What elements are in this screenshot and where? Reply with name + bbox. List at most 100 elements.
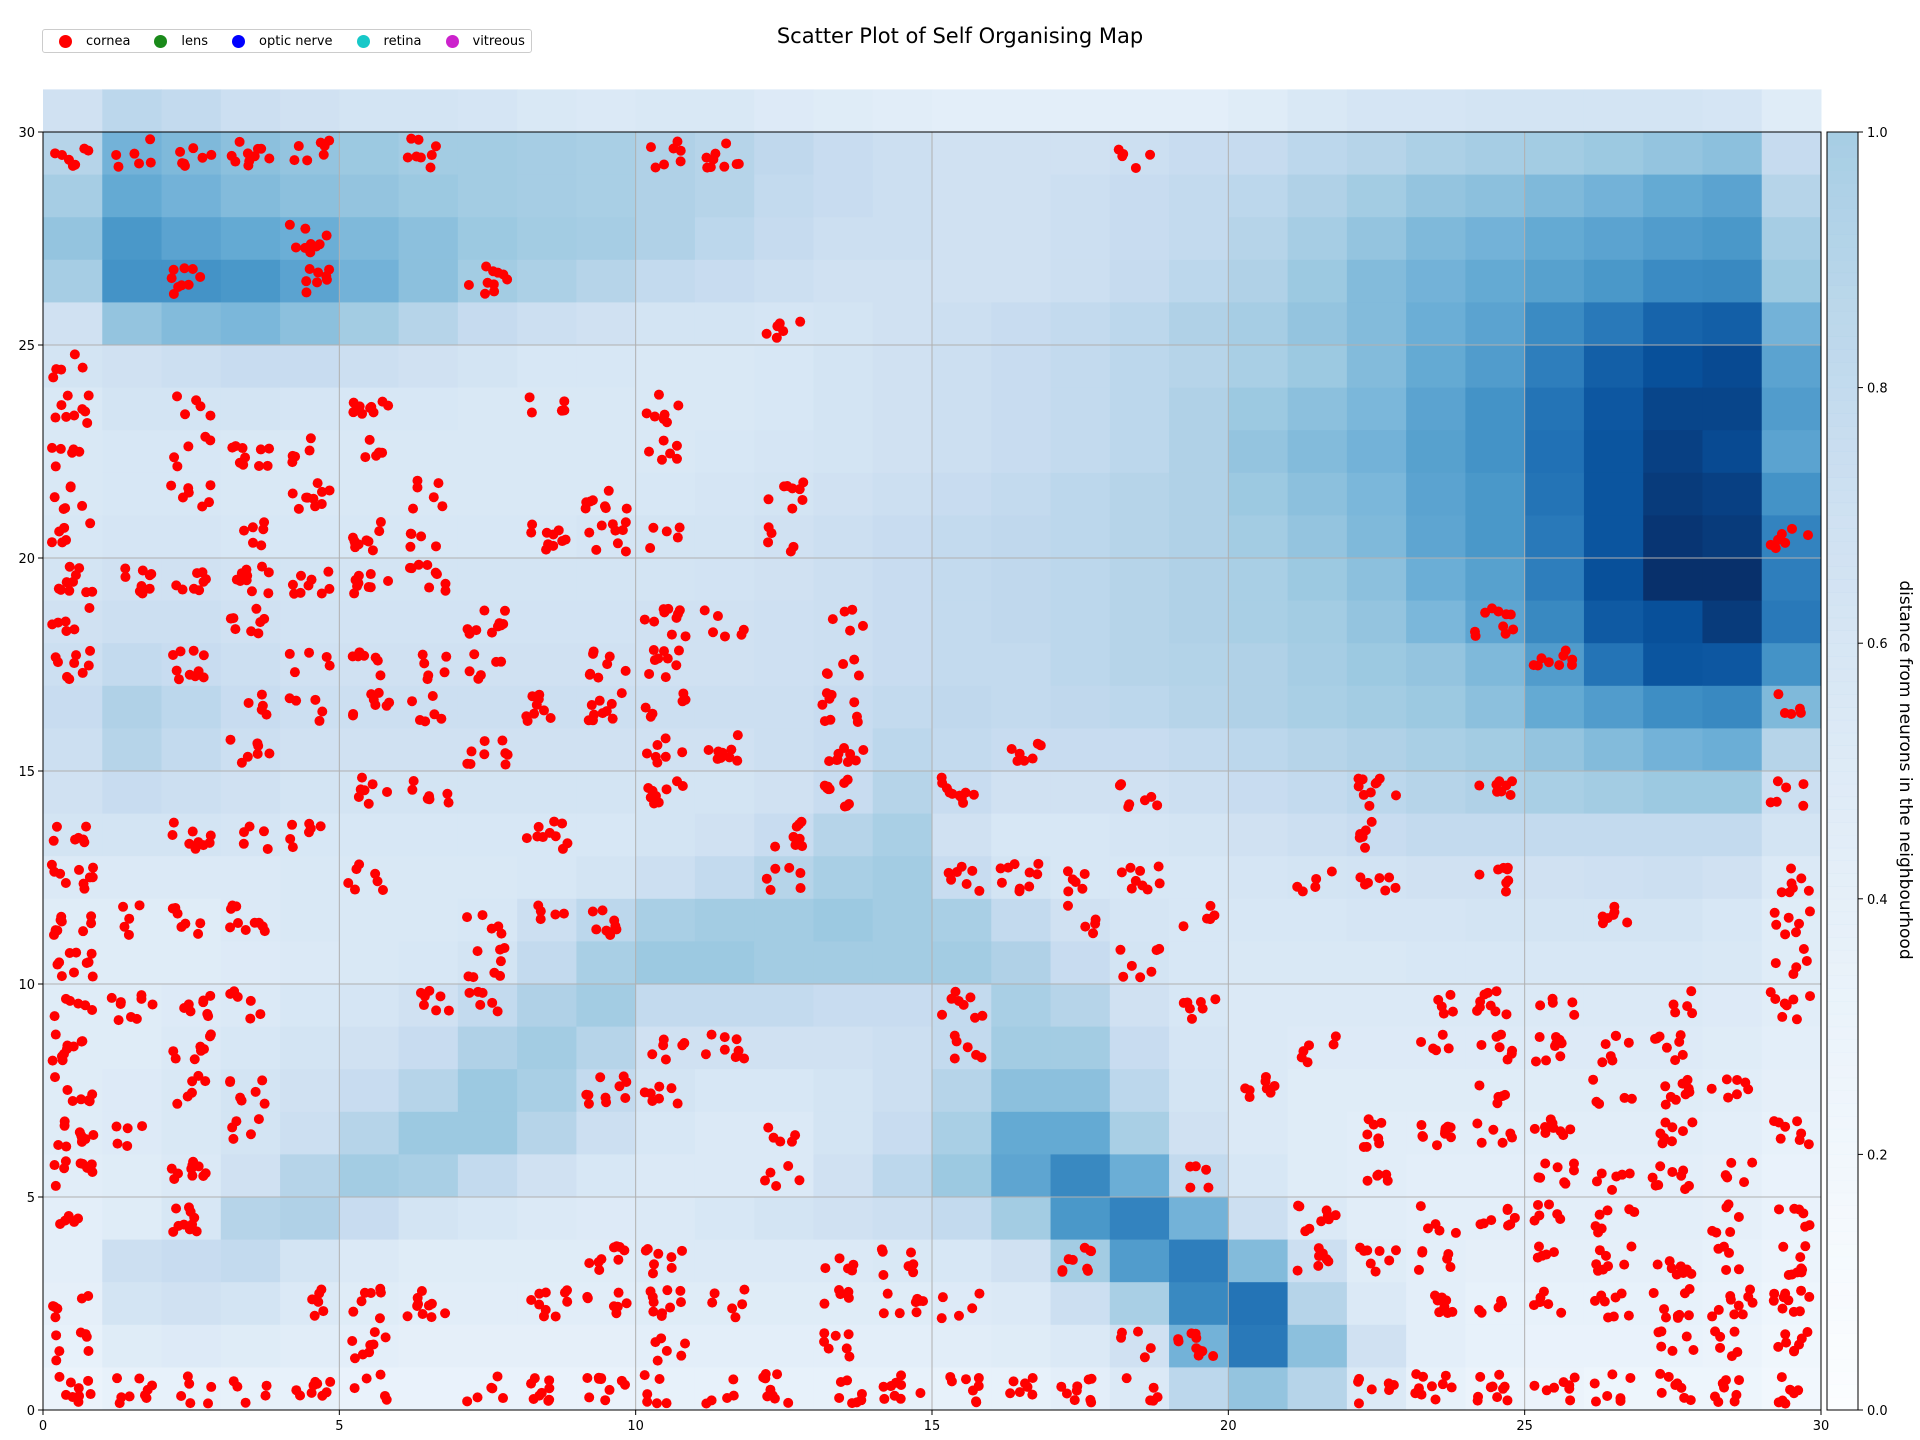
data-point-cornea: [1795, 1252, 1806, 1263]
heatmap-cell: [635, 813, 696, 857]
data-point-cornea: [52, 657, 63, 668]
data-point-cornea: [876, 1244, 887, 1255]
heatmap-cell: [1524, 1239, 1585, 1283]
data-point-cornea: [314, 239, 325, 250]
heatmap-cell: [280, 1111, 340, 1155]
heatmap-cell: [43, 174, 103, 218]
heatmap-cell: [517, 600, 577, 644]
heatmap-cell: [398, 600, 459, 644]
data-point-cornea: [675, 1285, 686, 1296]
data-point-cornea: [1795, 707, 1806, 718]
data-point-cornea: [1804, 1291, 1815, 1302]
data-point-cornea: [372, 876, 383, 887]
data-point-cornea: [839, 606, 850, 617]
heatmap-cell: [1702, 387, 1763, 431]
data-point-cornea: [1667, 1166, 1678, 1177]
data-point-cornea: [1732, 1074, 1743, 1085]
data-point-cornea: [304, 263, 315, 274]
heatmap-cell: [102, 1111, 163, 1155]
data-point-cornea: [584, 1258, 595, 1269]
heatmap-cell: [220, 1282, 281, 1326]
data-point-cornea: [1596, 1168, 1607, 1179]
data-point-cornea: [1303, 1040, 1314, 1051]
heatmap-cell: [1169, 685, 1229, 729]
data-point-cornea: [719, 1032, 730, 1043]
data-point-cornea: [304, 647, 315, 658]
data-point-cornea: [257, 1075, 268, 1086]
data-point-cornea: [1118, 148, 1129, 159]
data-point-cornea: [562, 1296, 573, 1307]
data-point-cornea: [1423, 1223, 1434, 1234]
heatmap-cell: [932, 472, 992, 516]
data-point-cornea: [1668, 999, 1679, 1010]
heatmap-cell: [1109, 685, 1170, 729]
heatmap-cell: [1287, 728, 1348, 772]
heatmap-cell: [398, 259, 459, 303]
data-point-cornea: [550, 831, 561, 842]
data-point-cornea: [1619, 1092, 1630, 1103]
data-point-cornea: [1686, 1268, 1697, 1279]
data-point-cornea: [1796, 1263, 1807, 1274]
heatmap-cell: [102, 217, 163, 261]
data-point-cornea: [1417, 1131, 1428, 1142]
data-point-cornea: [1374, 873, 1385, 884]
data-point-cornea: [1804, 906, 1815, 917]
heatmap-cell: [220, 1026, 281, 1070]
data-point-cornea: [770, 841, 781, 852]
colorbar-segment: [1827, 924, 1858, 938]
heatmap-cell: [635, 217, 696, 261]
heatmap-cell: [102, 600, 163, 644]
data-point-cornea: [76, 1133, 87, 1144]
data-point-cornea: [587, 906, 598, 917]
data-point-cornea: [64, 585, 75, 596]
data-point-cornea: [1803, 530, 1814, 541]
data-point-cornea: [908, 1259, 919, 1270]
colorbar-segment: [1827, 719, 1858, 734]
colorbar-segment: [1827, 1320, 1858, 1334]
data-point-cornea: [253, 740, 264, 751]
heatmap-cell: [398, 387, 459, 431]
heatmap-cell: [1228, 1069, 1289, 1113]
data-point-cornea: [67, 1096, 78, 1107]
colorbar-segment: [1827, 860, 1858, 874]
colorbar-segment: [1827, 1179, 1858, 1194]
data-point-cornea: [1085, 1245, 1096, 1256]
data-point-cornea: [147, 999, 158, 1010]
data-point-cornea: [264, 748, 275, 759]
heatmap-cell: [517, 1324, 577, 1368]
data-point-cornea: [639, 614, 650, 625]
heatmap-cell: [457, 430, 518, 474]
data-point-cornea: [50, 148, 61, 159]
data-point-cornea: [1558, 1130, 1569, 1141]
data-point-cornea: [1787, 523, 1798, 534]
data-point-cornea: [256, 540, 267, 551]
heatmap-cell: [576, 1324, 637, 1368]
data-point-cornea: [1624, 1168, 1635, 1179]
data-point-cornea: [1077, 883, 1088, 894]
colorbar-segment: [1827, 349, 1858, 363]
data-point-cornea: [1445, 1262, 1456, 1273]
heatmap-cell: [1761, 685, 1822, 729]
heatmap-cell: [635, 89, 696, 133]
data-point-cornea: [556, 405, 567, 416]
data-point-cornea: [373, 447, 384, 458]
data-point-cornea: [597, 708, 608, 719]
colorbar-segment: [1827, 1192, 1858, 1207]
data-point-cornea: [122, 1140, 133, 1151]
colorbar-segment: [1827, 336, 1858, 350]
heatmap-cell: [1228, 1197, 1289, 1241]
data-point-cornea: [648, 1306, 659, 1317]
data-point-cornea: [1552, 1209, 1563, 1220]
data-point-cornea: [316, 588, 327, 599]
data-point-cornea: [106, 992, 117, 1003]
data-point-cornea: [1086, 1373, 1097, 1384]
data-point-cornea: [203, 1398, 214, 1409]
heatmap-cell: [1643, 813, 1703, 857]
data-point-cornea: [355, 784, 366, 795]
data-point-cornea: [255, 1009, 266, 1020]
data-point-cornea: [1680, 1089, 1691, 1100]
heatmap-cell: [398, 941, 459, 985]
data-point-cornea: [1358, 789, 1369, 800]
data-point-cornea: [430, 141, 441, 152]
heatmap-cell: [220, 89, 281, 133]
